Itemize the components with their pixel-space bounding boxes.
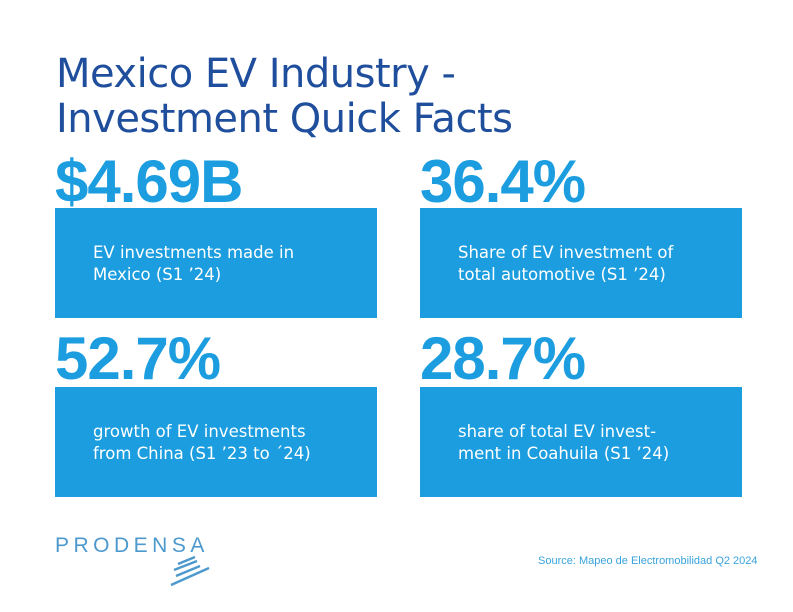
stat-value-ev-investments: $4.69B: [55, 148, 243, 215]
page-title-line2: Investment Quick Facts: [56, 96, 513, 142]
stat-card-share-automotive: Share of EV investment of total automoti…: [420, 208, 742, 318]
prodensa-logo-text: PRODENSA: [55, 534, 209, 557]
stat-card-ev-investments: EV investments made in Mexico (S1 ’24): [55, 208, 377, 318]
stat-label: growth of EV investments from China (S1 …: [93, 422, 311, 463]
source-note: Source: Mapeo de Electromobilidad Q2 202…: [538, 555, 758, 567]
stat-value-growth-china: 52.7%: [55, 325, 221, 392]
stat-value-share-coahuila: 28.7%: [420, 325, 586, 392]
page-title: Mexico EV Industry - Investment Quick Fa…: [56, 51, 513, 142]
stat-card-share-coahuila: share of total EV invest- ment in Coahui…: [420, 387, 742, 497]
stat-card-growth-china: growth of EV investments from China (S1 …: [55, 387, 377, 497]
stat-value-share-automotive: 36.4%: [420, 148, 586, 215]
stat-label: Share of EV investment of total automoti…: [458, 243, 674, 284]
prodensa-logo: PRODENSA: [55, 534, 210, 587]
page-title-line1: Mexico EV Industry -: [56, 51, 456, 97]
stat-label: share of total EV invest- ment in Coahui…: [458, 422, 670, 463]
stat-label: EV investments made in Mexico (S1 ’24): [93, 243, 295, 284]
prodensa-slashes-icon: [170, 555, 210, 587]
